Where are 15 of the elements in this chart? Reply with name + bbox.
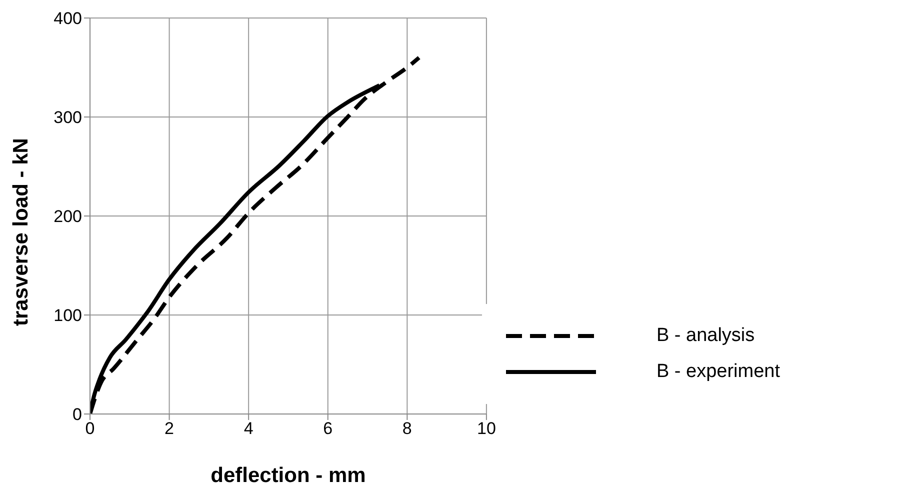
x-tick-label: 4 [244, 419, 254, 438]
y-tick-label: 300 [54, 108, 82, 128]
x-tick-label: 0 [85, 419, 95, 438]
y-tick-label: 0 [72, 405, 82, 424]
x-tick-label: 6 [323, 419, 333, 438]
x-tick-label: 10 [476, 419, 496, 438]
x-tick-label: 8 [402, 419, 412, 438]
text: B - experiment [656, 361, 780, 383]
x-tick-label: 2 [164, 419, 174, 438]
y-tick-label: 100 [54, 306, 82, 326]
y-tick-label: 200 [54, 207, 82, 226]
x-axis-title: deflection - mm [210, 464, 366, 487]
text: B - analysis [656, 325, 755, 347]
y-tick-label: 400 [54, 9, 82, 28]
y-axis-title: trasverse load - kN [9, 138, 32, 326]
